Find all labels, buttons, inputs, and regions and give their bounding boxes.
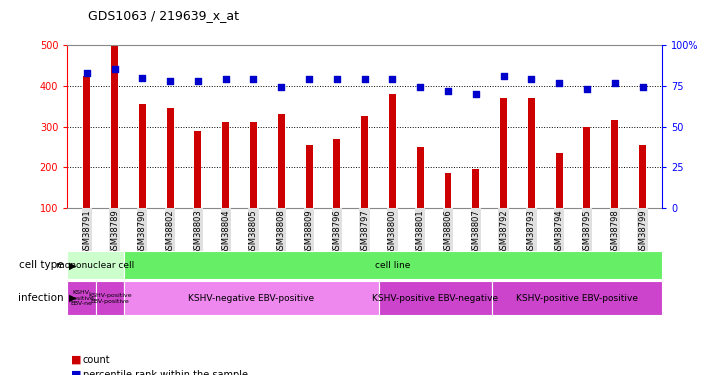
Point bbox=[248, 76, 259, 82]
Point bbox=[192, 78, 203, 84]
Text: GSM38790: GSM38790 bbox=[138, 209, 147, 255]
Text: GSM38791: GSM38791 bbox=[82, 209, 91, 255]
Text: GSM38806: GSM38806 bbox=[443, 209, 452, 255]
Bar bbox=[639, 145, 646, 208]
Text: ■: ■ bbox=[71, 370, 81, 375]
Point bbox=[137, 75, 148, 81]
Text: GSM38803: GSM38803 bbox=[193, 209, 202, 255]
Text: GSM38796: GSM38796 bbox=[332, 209, 341, 255]
Point bbox=[220, 76, 232, 82]
Text: KSHV-
positive
EBV-ne: KSHV- positive EBV-ne bbox=[69, 290, 93, 306]
Point bbox=[303, 76, 314, 82]
Point bbox=[637, 84, 649, 90]
Text: GSM38792: GSM38792 bbox=[499, 209, 508, 255]
Text: GSM38789: GSM38789 bbox=[110, 209, 119, 255]
Text: ▶: ▶ bbox=[69, 293, 76, 303]
Text: GSM38799: GSM38799 bbox=[638, 209, 647, 255]
Bar bbox=[250, 123, 257, 208]
Point bbox=[442, 88, 454, 94]
Bar bbox=[389, 94, 396, 208]
Text: cell line: cell line bbox=[375, 261, 411, 270]
Text: cell type: cell type bbox=[19, 260, 64, 270]
Text: KSHV-negative EBV-positive: KSHV-negative EBV-positive bbox=[188, 294, 314, 303]
Text: count: count bbox=[83, 355, 110, 365]
Bar bbox=[96, 281, 124, 315]
Point bbox=[164, 78, 176, 84]
Text: GSM38808: GSM38808 bbox=[277, 209, 286, 255]
Text: GDS1063 / 219639_x_at: GDS1063 / 219639_x_at bbox=[88, 9, 239, 22]
Text: GSM38801: GSM38801 bbox=[416, 209, 425, 255]
Bar bbox=[472, 170, 479, 208]
Text: ■: ■ bbox=[71, 355, 81, 365]
Point bbox=[359, 76, 370, 82]
Point bbox=[387, 76, 398, 82]
Bar bbox=[195, 130, 201, 208]
Text: GSM38800: GSM38800 bbox=[388, 209, 397, 255]
Text: GSM38804: GSM38804 bbox=[221, 209, 230, 255]
Point bbox=[415, 84, 426, 90]
Bar bbox=[417, 147, 423, 208]
Text: GSM38809: GSM38809 bbox=[304, 209, 314, 255]
Point bbox=[581, 86, 593, 92]
Bar bbox=[445, 174, 452, 208]
Bar bbox=[124, 281, 379, 315]
Bar bbox=[583, 127, 590, 208]
Text: GSM38795: GSM38795 bbox=[583, 209, 591, 255]
Bar bbox=[492, 281, 662, 315]
Text: GSM38805: GSM38805 bbox=[249, 209, 258, 255]
Text: GSM38797: GSM38797 bbox=[360, 209, 369, 255]
Text: ▶: ▶ bbox=[69, 260, 76, 270]
Text: percentile rank within the sample: percentile rank within the sample bbox=[83, 370, 248, 375]
Bar bbox=[278, 114, 285, 208]
Bar bbox=[379, 281, 492, 315]
Bar bbox=[166, 108, 173, 208]
Point bbox=[526, 76, 537, 82]
Bar bbox=[222, 123, 229, 208]
Point bbox=[275, 84, 287, 90]
Bar bbox=[611, 120, 618, 208]
Bar bbox=[333, 139, 341, 208]
Bar bbox=[528, 98, 535, 208]
Bar bbox=[306, 145, 312, 208]
Bar bbox=[67, 251, 124, 279]
Text: GSM38802: GSM38802 bbox=[166, 209, 175, 255]
Point bbox=[81, 70, 92, 76]
Bar bbox=[139, 104, 146, 208]
Text: GSM38807: GSM38807 bbox=[472, 209, 480, 255]
Point bbox=[109, 66, 120, 72]
Bar bbox=[111, 45, 118, 208]
Text: GSM38793: GSM38793 bbox=[527, 209, 536, 255]
Text: infection: infection bbox=[18, 293, 64, 303]
Point bbox=[498, 73, 509, 79]
Bar bbox=[67, 281, 96, 315]
Bar bbox=[84, 76, 90, 208]
Text: mononuclear cell: mononuclear cell bbox=[57, 261, 135, 270]
Point bbox=[609, 80, 620, 86]
Text: KSHV-positive EBV-positive: KSHV-positive EBV-positive bbox=[516, 294, 638, 303]
Text: GSM38794: GSM38794 bbox=[554, 209, 564, 255]
Text: GSM38798: GSM38798 bbox=[610, 209, 620, 255]
Text: KSHV-positive EBV-negative: KSHV-positive EBV-negative bbox=[372, 294, 498, 303]
Bar bbox=[500, 98, 507, 208]
Point bbox=[331, 76, 343, 82]
Point bbox=[554, 80, 565, 86]
Text: KSHV-positive
EBV-positive: KSHV-positive EBV-positive bbox=[88, 293, 132, 303]
Point bbox=[470, 91, 481, 97]
Bar bbox=[556, 153, 563, 208]
Bar bbox=[361, 116, 368, 208]
